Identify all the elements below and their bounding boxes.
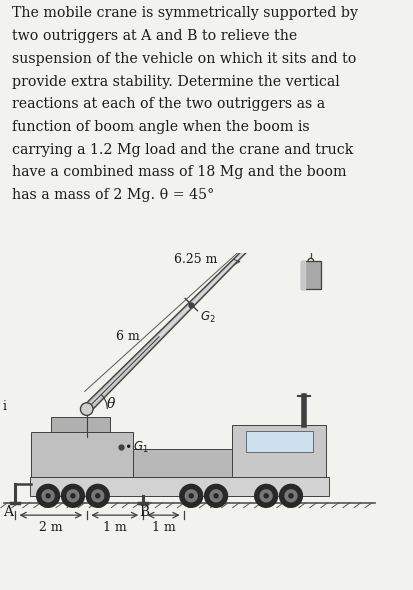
Text: The mobile crane is symmetrically supported by: The mobile crane is symmetrically suppor… — [12, 6, 358, 21]
FancyBboxPatch shape — [231, 425, 326, 477]
Circle shape — [284, 490, 296, 502]
Text: $G_2$: $G_2$ — [199, 310, 215, 325]
FancyBboxPatch shape — [29, 477, 328, 496]
FancyBboxPatch shape — [133, 448, 231, 477]
Circle shape — [204, 484, 227, 507]
Text: A: A — [3, 505, 13, 519]
Circle shape — [210, 490, 221, 502]
Circle shape — [71, 494, 75, 498]
Circle shape — [67, 490, 79, 502]
Text: provide extra stability. Determine the vertical: provide extra stability. Determine the v… — [12, 74, 339, 88]
Circle shape — [95, 494, 100, 498]
FancyBboxPatch shape — [51, 417, 110, 431]
Circle shape — [42, 490, 54, 502]
Circle shape — [259, 490, 271, 502]
Circle shape — [214, 494, 218, 498]
Circle shape — [46, 494, 50, 498]
Circle shape — [86, 484, 109, 507]
Circle shape — [80, 403, 93, 415]
Text: 1 m: 1 m — [151, 522, 175, 535]
Text: suspension of the vehicle on which it sits and to: suspension of the vehicle on which it si… — [12, 52, 356, 66]
Circle shape — [37, 484, 59, 507]
Text: 6 m: 6 m — [115, 330, 139, 343]
FancyBboxPatch shape — [246, 431, 313, 453]
Circle shape — [254, 484, 277, 507]
Text: 1 m: 1 m — [102, 522, 126, 535]
Circle shape — [185, 490, 197, 502]
Circle shape — [263, 494, 268, 498]
Text: i: i — [3, 400, 7, 413]
Circle shape — [279, 484, 301, 507]
Circle shape — [92, 490, 104, 502]
Text: 6.25 m: 6.25 m — [173, 254, 217, 267]
Text: B: B — [139, 505, 150, 519]
Polygon shape — [83, 199, 296, 412]
Polygon shape — [300, 261, 304, 290]
Circle shape — [62, 484, 84, 507]
Text: function of boom angle when the boom is: function of boom angle when the boom is — [12, 120, 309, 134]
Circle shape — [290, 195, 300, 205]
Text: has a mass of 2 Mg. θ = 45°: has a mass of 2 Mg. θ = 45° — [12, 188, 214, 202]
Text: θ: θ — [107, 397, 115, 411]
Text: two outriggers at A and B to relieve the: two outriggers at A and B to relieve the — [12, 29, 297, 43]
Text: reactions at each of the two outriggers as a: reactions at each of the two outriggers … — [12, 97, 325, 112]
Text: carrying a 1.2 Mg load and the crane and truck: carrying a 1.2 Mg load and the crane and… — [12, 143, 353, 157]
Circle shape — [288, 494, 292, 498]
Polygon shape — [85, 199, 296, 411]
Circle shape — [189, 494, 193, 498]
FancyBboxPatch shape — [31, 431, 133, 477]
Text: have a combined mass of 18 Mg and the boom: have a combined mass of 18 Mg and the bo… — [12, 165, 346, 179]
Text: $\bullet\,G_1$: $\bullet\,G_1$ — [124, 440, 149, 455]
FancyBboxPatch shape — [300, 261, 320, 290]
Circle shape — [179, 484, 202, 507]
Text: 2 m: 2 m — [39, 522, 62, 535]
